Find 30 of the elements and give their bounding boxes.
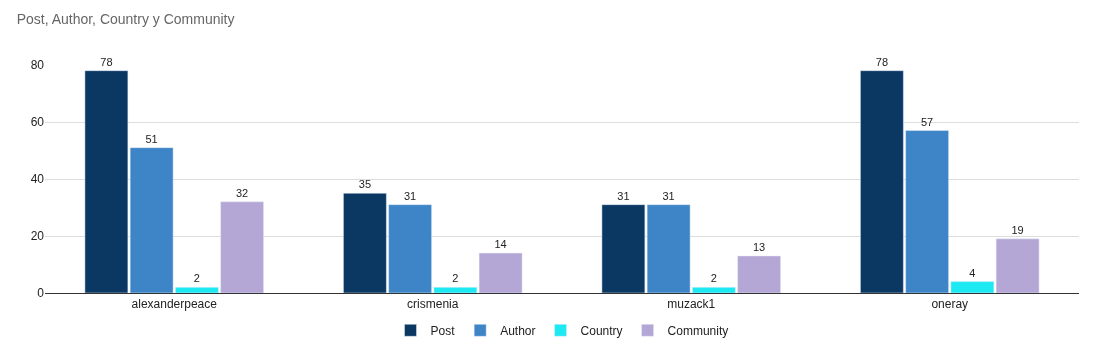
y-tick-label: 60: [30, 115, 45, 130]
y-tick-label: 40: [30, 172, 45, 187]
data-label: 14: [494, 238, 507, 251]
legend-label: Community: [667, 323, 729, 338]
data-label: 32: [235, 186, 249, 199]
data-label: 2: [710, 272, 717, 285]
data-label: 2: [452, 272, 459, 285]
legend-label: Post: [430, 323, 456, 338]
y-tick-label: 80: [30, 58, 45, 73]
x-tick-label: crismenia: [407, 297, 459, 312]
data-label: 78: [100, 55, 113, 68]
data-label: 31: [662, 189, 675, 202]
data-label: 51: [145, 132, 158, 145]
data-label: 2: [193, 272, 200, 285]
data-label: 78: [875, 55, 889, 68]
data-label: 19: [1011, 223, 1024, 236]
legend-label: Country: [580, 323, 623, 338]
data-label: 57: [921, 115, 934, 128]
y-tick-label: 0: [37, 286, 45, 301]
data-label: 31: [404, 189, 417, 202]
data-label: 13: [752, 240, 766, 253]
data-label: 31: [617, 189, 630, 202]
y-tick-label: 20: [30, 229, 45, 244]
x-tick-label: alexanderpeace: [131, 297, 218, 312]
x-tick-label: oneray: [931, 297, 969, 312]
data-label: 4: [969, 266, 976, 279]
data-label: 35: [358, 178, 372, 191]
x-tick-label: muzack1: [667, 297, 716, 312]
legend-label: Author: [500, 323, 536, 338]
chart-title: Post, Author, Country y Community: [16, 11, 235, 28]
